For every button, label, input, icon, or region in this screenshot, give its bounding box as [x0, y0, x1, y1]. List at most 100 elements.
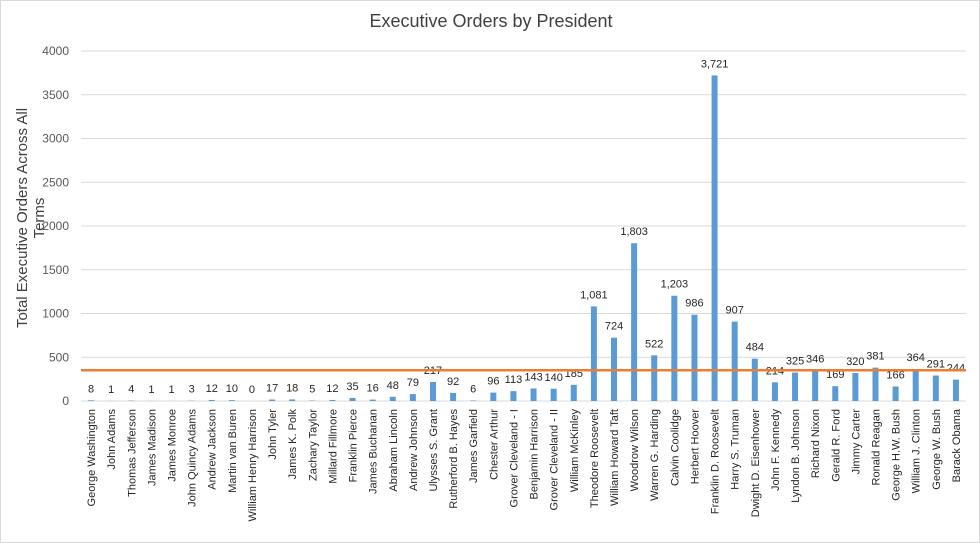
- x-tick-label: John Adams: [106, 409, 118, 470]
- bar: [88, 400, 95, 401]
- x-tick-label: George Washington: [86, 409, 98, 506]
- data-label: 10: [226, 383, 238, 395]
- data-label: 0: [249, 384, 255, 396]
- data-label: 16: [367, 383, 379, 395]
- data-label: 79: [407, 377, 419, 389]
- data-label: 1: [168, 384, 174, 396]
- x-tick-label: Jimmy Carter: [850, 409, 862, 475]
- y-tick-label: 1500: [42, 263, 69, 277]
- bar: [369, 399, 376, 401]
- data-label: 140: [544, 372, 562, 384]
- bar: [771, 382, 778, 401]
- x-tick-label: Ulysses S. Grant: [428, 409, 440, 492]
- data-label: 12: [206, 383, 218, 395]
- data-label: 346: [806, 354, 824, 366]
- y-tick-label: 2000: [42, 219, 69, 233]
- x-tick-label: John Tyler: [267, 409, 279, 460]
- x-tick-label: Ronald Reagan: [870, 409, 882, 485]
- bar: [852, 373, 859, 401]
- data-label: 166: [886, 369, 904, 381]
- x-tick-label: Gerald R. Ford: [830, 409, 842, 482]
- data-label: 484: [746, 342, 764, 354]
- bar: [208, 399, 215, 401]
- data-label: 244: [947, 363, 965, 375]
- bar: [751, 358, 758, 401]
- data-label: 5: [309, 384, 315, 396]
- x-tick-label: Millard Fillmore: [327, 409, 339, 484]
- bar: [671, 295, 678, 401]
- data-label: 35: [346, 381, 358, 393]
- y-tick-label: 0: [62, 394, 69, 408]
- x-tick-label: Richard Nixon: [810, 409, 822, 478]
- bar: [590, 306, 597, 401]
- data-label: 325: [786, 356, 804, 368]
- data-label: 522: [645, 338, 663, 350]
- y-tick-label: 2500: [42, 175, 69, 189]
- bar: [329, 399, 336, 401]
- bar: [731, 321, 738, 401]
- data-label: 113: [505, 374, 523, 386]
- data-label: 1,803: [620, 226, 648, 238]
- data-label: 1: [108, 384, 114, 396]
- y-tick-label: 500: [49, 350, 69, 364]
- chart-title: Executive Orders by President: [369, 11, 613, 31]
- x-tick-label: Chester Arthur: [488, 409, 500, 480]
- bar: [530, 388, 537, 401]
- bar: [450, 392, 457, 401]
- bar: [550, 388, 557, 401]
- x-tick-label: William McKinley: [569, 409, 581, 493]
- x-tick-label: James Buchanan: [368, 409, 380, 494]
- data-label: 6: [470, 383, 476, 395]
- x-tick-label: Franklin D. Roosevelt: [710, 409, 722, 514]
- x-tick-label: William J. Clinton: [911, 409, 923, 493]
- bar: [952, 379, 959, 401]
- bar: [490, 392, 497, 401]
- x-tick-label: Martin van Buren: [227, 409, 239, 493]
- y-tick-label: 1000: [42, 307, 69, 321]
- bar: [389, 396, 396, 401]
- data-label: 17: [266, 383, 278, 395]
- x-tick-label: Lyndon B. Johnson: [790, 409, 802, 503]
- x-tick-label: Calvin Coolidge: [669, 409, 681, 486]
- data-label: 1,081: [580, 289, 608, 301]
- data-label: 320: [846, 356, 864, 368]
- bar: [792, 372, 799, 401]
- bar: [932, 375, 939, 401]
- x-tick-label: Thomas Jefferson: [126, 409, 138, 497]
- data-label: 12: [326, 383, 338, 395]
- bar: [269, 399, 276, 401]
- data-label: 143: [524, 371, 542, 383]
- data-label: 724: [605, 321, 623, 333]
- x-tick-label: Grover Cleveland - I: [508, 409, 520, 507]
- x-tick-label: Benjamin Harrison: [529, 409, 541, 499]
- bar: [812, 370, 819, 401]
- bar: [349, 397, 356, 401]
- data-label: 3,721: [701, 58, 729, 70]
- y-tick-label: 4000: [42, 44, 69, 58]
- x-tick-label: William Henry Harrison: [247, 409, 259, 521]
- bar: [429, 382, 436, 401]
- data-label: 18: [286, 382, 298, 394]
- bar: [289, 399, 296, 401]
- data-label: 3: [189, 384, 195, 396]
- bar: [711, 75, 718, 401]
- bar: [872, 367, 879, 401]
- bar: [691, 314, 698, 401]
- x-tick-label: William Howard Taft: [609, 409, 621, 506]
- x-tick-label: Woodrow Wilson: [629, 409, 641, 491]
- data-label: 1: [148, 384, 154, 396]
- bar: [832, 386, 839, 401]
- x-tick-label: Harry S. Truman: [730, 409, 742, 490]
- x-tick-label: Andrew Jackson: [207, 409, 219, 490]
- x-tick-label: John Quincy Adams: [187, 409, 199, 507]
- x-tick-label: James Madison: [146, 409, 158, 486]
- bar: [470, 400, 477, 401]
- data-label: 96: [487, 376, 499, 388]
- data-label: 4: [128, 384, 134, 396]
- data-label: 1,203: [661, 279, 689, 291]
- x-tick-label: James K. Polk: [287, 409, 299, 480]
- x-tick-label: Franklin Pierce: [348, 409, 360, 482]
- x-tick-label: James Monroe: [167, 409, 179, 482]
- bar: [510, 391, 517, 401]
